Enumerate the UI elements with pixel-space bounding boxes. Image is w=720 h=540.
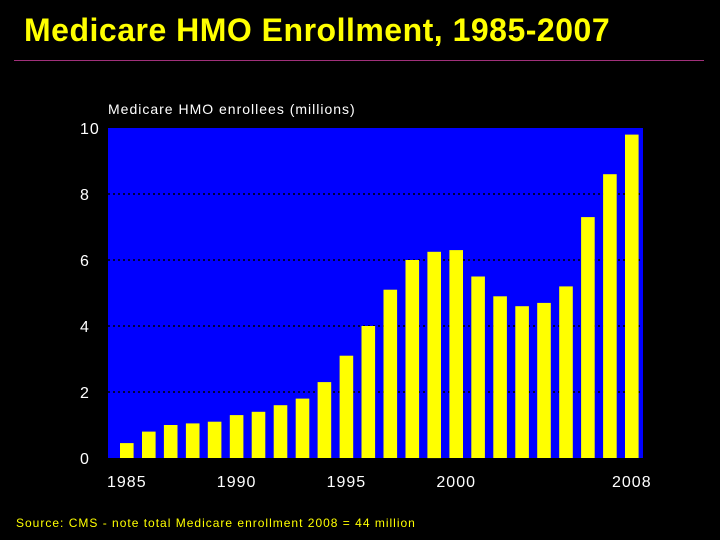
bar-1988: [185, 423, 200, 458]
bar-2006: [581, 217, 595, 458]
bar-1990: [229, 415, 244, 458]
bar-1997: [383, 289, 398, 458]
title-divider: [14, 60, 704, 61]
y-tick-label: 10: [80, 121, 100, 138]
y-tick-label: 6: [80, 253, 90, 270]
bar-1985: [120, 443, 134, 458]
bar-1998: [405, 260, 420, 458]
bar-2008: [625, 134, 639, 458]
bar-1993: [295, 398, 310, 458]
bar-1986: [142, 431, 156, 458]
x-tick-label: 1985: [107, 474, 147, 491]
x-axis-ticks: 1985 1990 1995 2000 2008: [107, 474, 652, 491]
x-tick-label: 1990: [217, 474, 257, 491]
y-tick-label: 4: [80, 319, 90, 336]
bar-1991: [251, 411, 266, 458]
y-axis-ticks: 0 2 4 6 8 10: [80, 121, 100, 468]
bars: [120, 134, 639, 459]
y-tick-label: 2: [80, 385, 90, 402]
bar-2001: [471, 276, 485, 458]
x-tick-label: 2000: [436, 474, 476, 491]
bar-2002: [493, 296, 507, 458]
source-note: Source: CMS - note total Medicare enroll…: [16, 516, 416, 530]
y-axis-label: Medicare HMO enrollees (millions): [108, 101, 356, 117]
bar-1994: [317, 382, 332, 458]
bar-1995: [339, 355, 354, 458]
bar-2000: [449, 250, 463, 458]
y-tick-label: 0: [80, 451, 90, 468]
x-tick-label: 1995: [327, 474, 367, 491]
bar-1996: [361, 326, 376, 458]
bar-1989: [207, 421, 222, 458]
bar-2005: [559, 286, 573, 458]
bar-1987: [163, 425, 178, 458]
bar-2004: [537, 302, 551, 458]
bar-2003: [515, 306, 529, 458]
slide-title: Medicare HMO Enrollment, 1985-2007: [24, 12, 611, 48]
x-tick-label: 2008: [612, 474, 652, 491]
y-tick-label: 8: [80, 187, 90, 204]
bar-1992: [273, 405, 288, 458]
plot-area: [108, 128, 643, 458]
gridlines: [108, 193, 643, 393]
bar-2007: [603, 174, 617, 458]
bar-1999: [427, 251, 441, 459]
